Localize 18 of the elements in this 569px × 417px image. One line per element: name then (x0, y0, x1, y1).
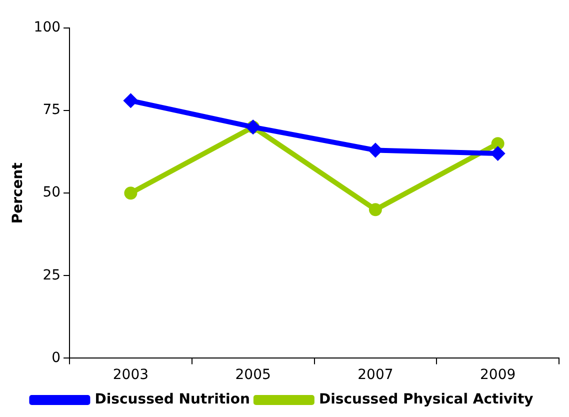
y-tick-label: 50 (42, 184, 61, 201)
point (491, 146, 504, 160)
legend-label: Discussed Nutrition (94, 392, 250, 408)
x-tick-label: 2003 (112, 367, 149, 384)
x-tick-label: 2007 (358, 367, 394, 384)
point (124, 186, 138, 200)
point (368, 144, 382, 157)
y-tick-label: 75 (42, 102, 61, 118)
y-tick-label: 25 (42, 267, 61, 284)
y-axis-title: Percent (10, 162, 26, 224)
y-tick-label: 100 (34, 20, 61, 36)
y-tick-label: 0 (52, 350, 61, 366)
point (368, 203, 382, 216)
point (124, 94, 138, 108)
point (491, 137, 504, 150)
legend-label: Discussed Physical Activity (318, 392, 534, 408)
x-tick-label: 2009 (480, 367, 516, 384)
x-tick-label: 2005 (235, 367, 271, 384)
